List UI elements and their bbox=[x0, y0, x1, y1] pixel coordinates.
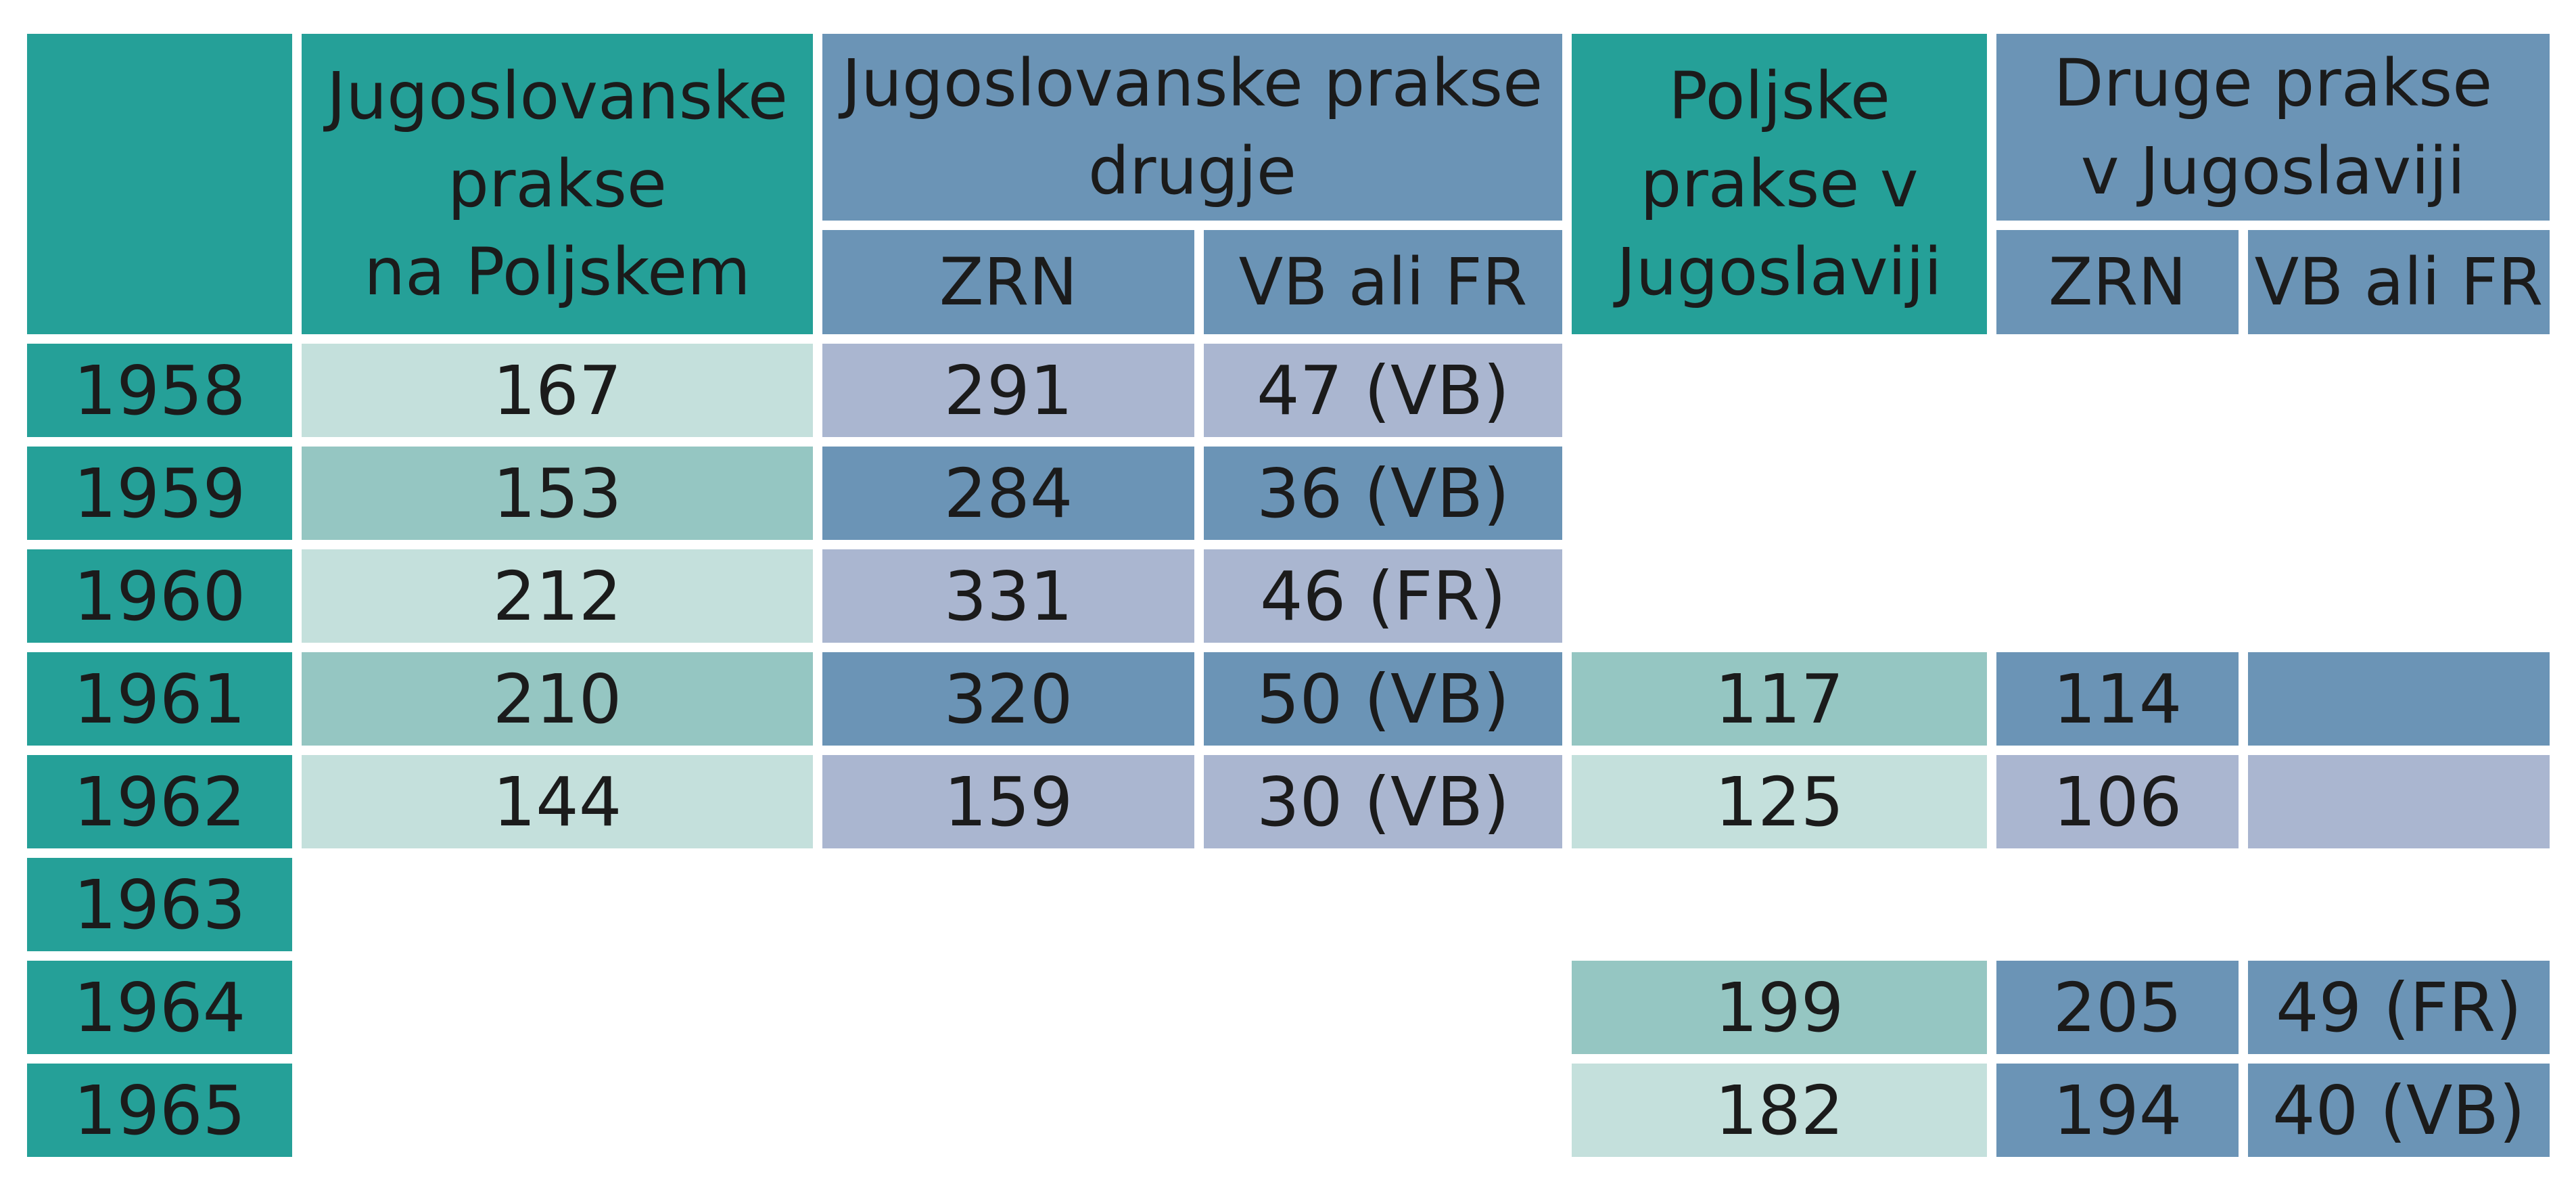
header-line: Druge prakse bbox=[2053, 45, 2493, 121]
other-zrn-cell: 194 bbox=[1996, 1064, 2239, 1157]
other-vbfr-cell: 49 (FR) bbox=[2248, 961, 2550, 1054]
table-row: 1958 167 291 47 (VB) bbox=[27, 344, 2550, 437]
other-vbfr-cell bbox=[2248, 344, 2550, 437]
header-line: prakse bbox=[448, 146, 667, 222]
yu-zrn-cell: 291 bbox=[822, 344, 1194, 437]
other-vbfr-cell bbox=[2248, 652, 2550, 746]
yu-vbfr-cell: 46 (FR) bbox=[1204, 549, 1562, 643]
header-yugoslav-elsewhere: Jugoslovanske prakse drugje bbox=[822, 34, 1562, 221]
yu-zrn-cell bbox=[822, 1064, 1194, 1157]
year-cell: 1964 bbox=[27, 961, 292, 1054]
subheader-other-zrn: ZRN bbox=[1996, 230, 2239, 334]
other-zrn-cell: 205 bbox=[1996, 961, 2239, 1054]
subheader-other-vb-fr: VB ali FR bbox=[2248, 230, 2550, 334]
other-zrn-cell: 114 bbox=[1996, 652, 2239, 746]
table-row: 1965 182 194 40 (VB) bbox=[27, 1064, 2550, 1157]
year-cell: 1961 bbox=[27, 652, 292, 746]
other-zrn-cell: 106 bbox=[1996, 755, 2239, 848]
yu-vbfr-cell: 47 (VB) bbox=[1204, 344, 1562, 437]
header-row-sub: ZRN VB ali FR ZRN VB ali FR bbox=[27, 230, 2550, 334]
pl-yu-cell bbox=[1572, 549, 1987, 643]
table-row: 1960 212 331 46 (FR) bbox=[27, 549, 2550, 643]
pl-yu-cell: 125 bbox=[1572, 755, 1987, 848]
corner-header-cell bbox=[27, 34, 292, 334]
header-line: Poljske bbox=[1668, 58, 1890, 134]
year-cell: 1958 bbox=[27, 344, 292, 437]
practice-statistics-table: Jugoslovanske prakse na Poljskem Jugoslo… bbox=[18, 24, 2559, 1166]
other-zrn-cell bbox=[1996, 344, 2239, 437]
pl-yu-cell bbox=[1572, 858, 1987, 951]
yu-pl-cell bbox=[302, 961, 813, 1054]
header-row-top: Jugoslovanske prakse na Poljskem Jugoslo… bbox=[27, 34, 2550, 334]
yu-pl-cell: 167 bbox=[302, 344, 813, 437]
yu-vbfr-cell bbox=[1204, 961, 1562, 1054]
year-cell: 1962 bbox=[27, 755, 292, 848]
yu-zrn-cell: 159 bbox=[822, 755, 1194, 848]
header-other-in-yugoslavia: Druge prakse v Jugoslaviji bbox=[1996, 34, 2550, 221]
yu-pl-cell: 153 bbox=[302, 447, 813, 540]
yu-pl-cell: 210 bbox=[302, 652, 813, 746]
table-row: 1964 199 205 49 (FR) bbox=[27, 961, 2550, 1054]
subheader-yu-vb-fr: VB ali FR bbox=[1204, 230, 1562, 334]
header-line: drugje bbox=[1088, 133, 1296, 209]
table-row: 1963 bbox=[27, 858, 2550, 951]
yu-zrn-cell bbox=[822, 858, 1194, 951]
header-line: Jugoslovanske bbox=[327, 58, 788, 134]
header-line: prakse v bbox=[1640, 146, 1919, 222]
year-cell: 1959 bbox=[27, 447, 292, 540]
yu-vbfr-cell bbox=[1204, 858, 1562, 951]
yu-pl-cell: 212 bbox=[302, 549, 813, 643]
other-vbfr-cell bbox=[2248, 549, 2550, 643]
header-line: Jugoslaviji bbox=[1616, 234, 1942, 310]
pl-yu-cell bbox=[1572, 447, 1987, 540]
pl-yu-cell: 199 bbox=[1572, 961, 1987, 1054]
yu-vbfr-cell: 50 (VB) bbox=[1204, 652, 1562, 746]
yu-vbfr-cell: 36 (VB) bbox=[1204, 447, 1562, 540]
other-zrn-cell bbox=[1996, 858, 2239, 951]
header-line: na Poljskem bbox=[364, 234, 751, 310]
header-line: v Jugoslaviji bbox=[2080, 133, 2466, 209]
yu-pl-cell: 144 bbox=[302, 755, 813, 848]
other-zrn-cell bbox=[1996, 447, 2239, 540]
header-polish-in-yugoslavia: Poljske prakse v Jugoslaviji bbox=[1572, 34, 1987, 334]
pl-yu-cell: 182 bbox=[1572, 1064, 1987, 1157]
yu-zrn-cell bbox=[822, 961, 1194, 1054]
yu-pl-cell bbox=[302, 1064, 813, 1157]
yu-vbfr-cell bbox=[1204, 1064, 1562, 1157]
pl-yu-cell bbox=[1572, 344, 1987, 437]
table-row: 1962 144 159 30 (VB) 125 106 bbox=[27, 755, 2550, 848]
subheader-yu-zrn: ZRN bbox=[822, 230, 1194, 334]
yu-pl-cell bbox=[302, 858, 813, 951]
table-row: 1959 153 284 36 (VB) bbox=[27, 447, 2550, 540]
header-line: Jugoslovanske prakse bbox=[841, 45, 1543, 121]
other-vbfr-cell bbox=[2248, 755, 2550, 848]
pl-yu-cell: 117 bbox=[1572, 652, 1987, 746]
yu-vbfr-cell: 30 (VB) bbox=[1204, 755, 1562, 848]
other-vbfr-cell bbox=[2248, 858, 2550, 951]
year-cell: 1965 bbox=[27, 1064, 292, 1157]
header-yugoslav-in-poland: Jugoslovanske prakse na Poljskem bbox=[302, 34, 813, 334]
yu-zrn-cell: 331 bbox=[822, 549, 1194, 643]
other-vbfr-cell: 40 (VB) bbox=[2248, 1064, 2550, 1157]
yu-zrn-cell: 284 bbox=[822, 447, 1194, 540]
other-zrn-cell bbox=[1996, 549, 2239, 643]
other-vbfr-cell bbox=[2248, 447, 2550, 540]
yu-zrn-cell: 320 bbox=[822, 652, 1194, 746]
table-row: 1961 210 320 50 (VB) 117 114 bbox=[27, 652, 2550, 746]
year-cell: 1963 bbox=[27, 858, 292, 951]
year-cell: 1960 bbox=[27, 549, 292, 643]
